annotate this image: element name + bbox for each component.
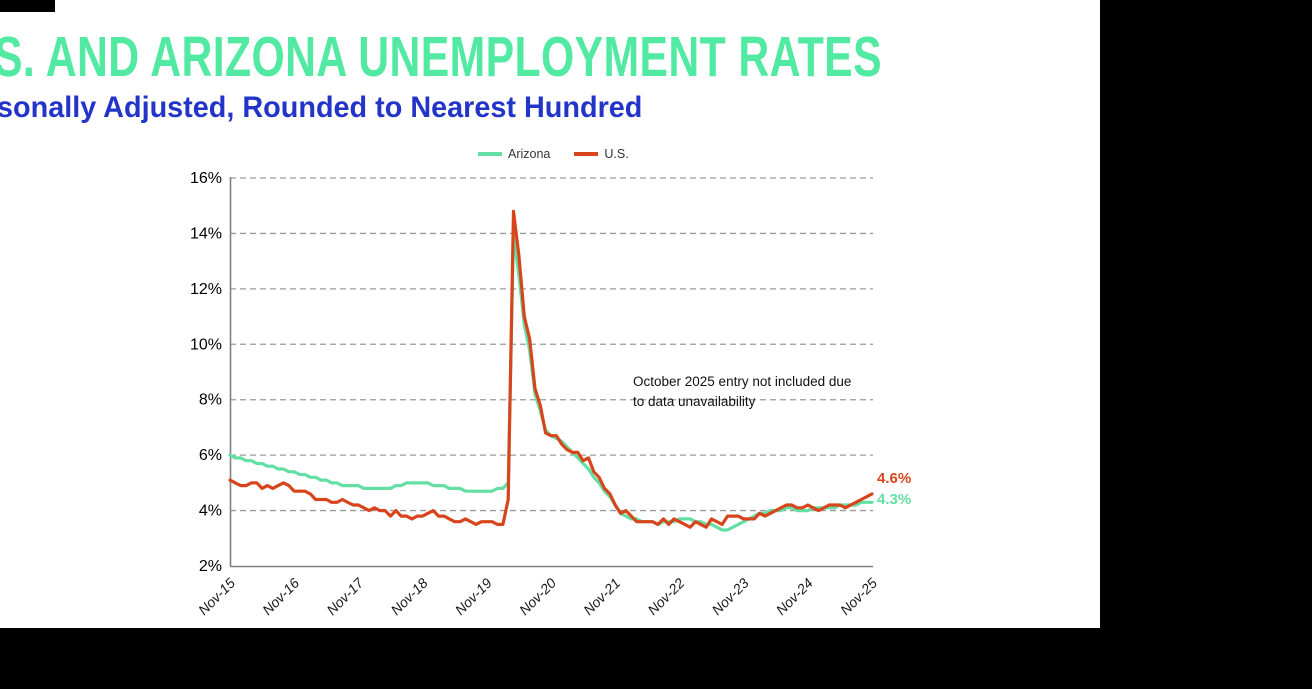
x-tick-label: Nov-21 <box>580 575 623 618</box>
top-left-black-bar <box>0 0 55 12</box>
content-area: S. AND ARIZONA UNEMPLOYMENT RATES sonall… <box>0 0 1100 628</box>
arizona-end-label: 4.3% <box>877 491 912 508</box>
x-tick-label: Nov-23 <box>708 575 751 618</box>
y-tick-label: 12% <box>190 281 222 298</box>
y-tick-label: 6% <box>199 447 222 464</box>
us-end-label: 4.6% <box>877 470 912 487</box>
y-tick-label: 4% <box>199 503 222 520</box>
annotation-line-2: to data unavailability <box>633 394 756 409</box>
chart-svg: 2% 4% 6% 8% 10% 12% 14% 16% Nov-15 Nov-16 Nov-17 No… <box>190 170 880 618</box>
legend-item-arizona: Arizona <box>478 147 550 161</box>
y-tick-label: 10% <box>190 336 222 353</box>
legend-label-arizona: Arizona <box>508 147 551 161</box>
legend-swatch-us <box>574 152 599 156</box>
page-subtitle: sonally Adjusted, Rounded to Nearest Hun… <box>0 91 643 124</box>
us-line <box>228 209 874 529</box>
page-title: S. AND ARIZONA UNEMPLOYMENT RATES <box>0 25 882 89</box>
x-tick-label: Nov-15 <box>195 575 238 618</box>
right-black-panel <box>1100 0 1312 689</box>
x-tick-label: Nov-24 <box>773 575 816 618</box>
legend-label-us: U.S. <box>604 147 629 161</box>
legend-item-us: U.S. <box>574 147 629 161</box>
legend-swatch-arizona <box>478 152 502 156</box>
x-tick-label: Nov-20 <box>516 575 559 618</box>
x-tick-label: Nov-19 <box>452 575 495 618</box>
annotation-line-1: October 2025 entry not included due <box>633 374 852 389</box>
x-tick-label: Nov-16 <box>259 575 302 618</box>
x-tick-label: Nov-17 <box>323 574 367 618</box>
y-tick-label: 8% <box>199 392 222 409</box>
x-tick-label: Nov-25 <box>837 575 880 618</box>
x-tick-label: Nov-22 <box>644 575 687 618</box>
y-tick-label: 14% <box>190 225 222 242</box>
y-tick-label: 16% <box>190 170 222 187</box>
annotation-note: October 2025 entry not included due to d… <box>633 372 851 412</box>
y-tick-label: 2% <box>199 558 222 575</box>
chart-legend: Arizona U.S. <box>478 147 629 161</box>
bottom-black-bar <box>0 628 1312 689</box>
x-tick-label: Nov-18 <box>387 575 430 618</box>
